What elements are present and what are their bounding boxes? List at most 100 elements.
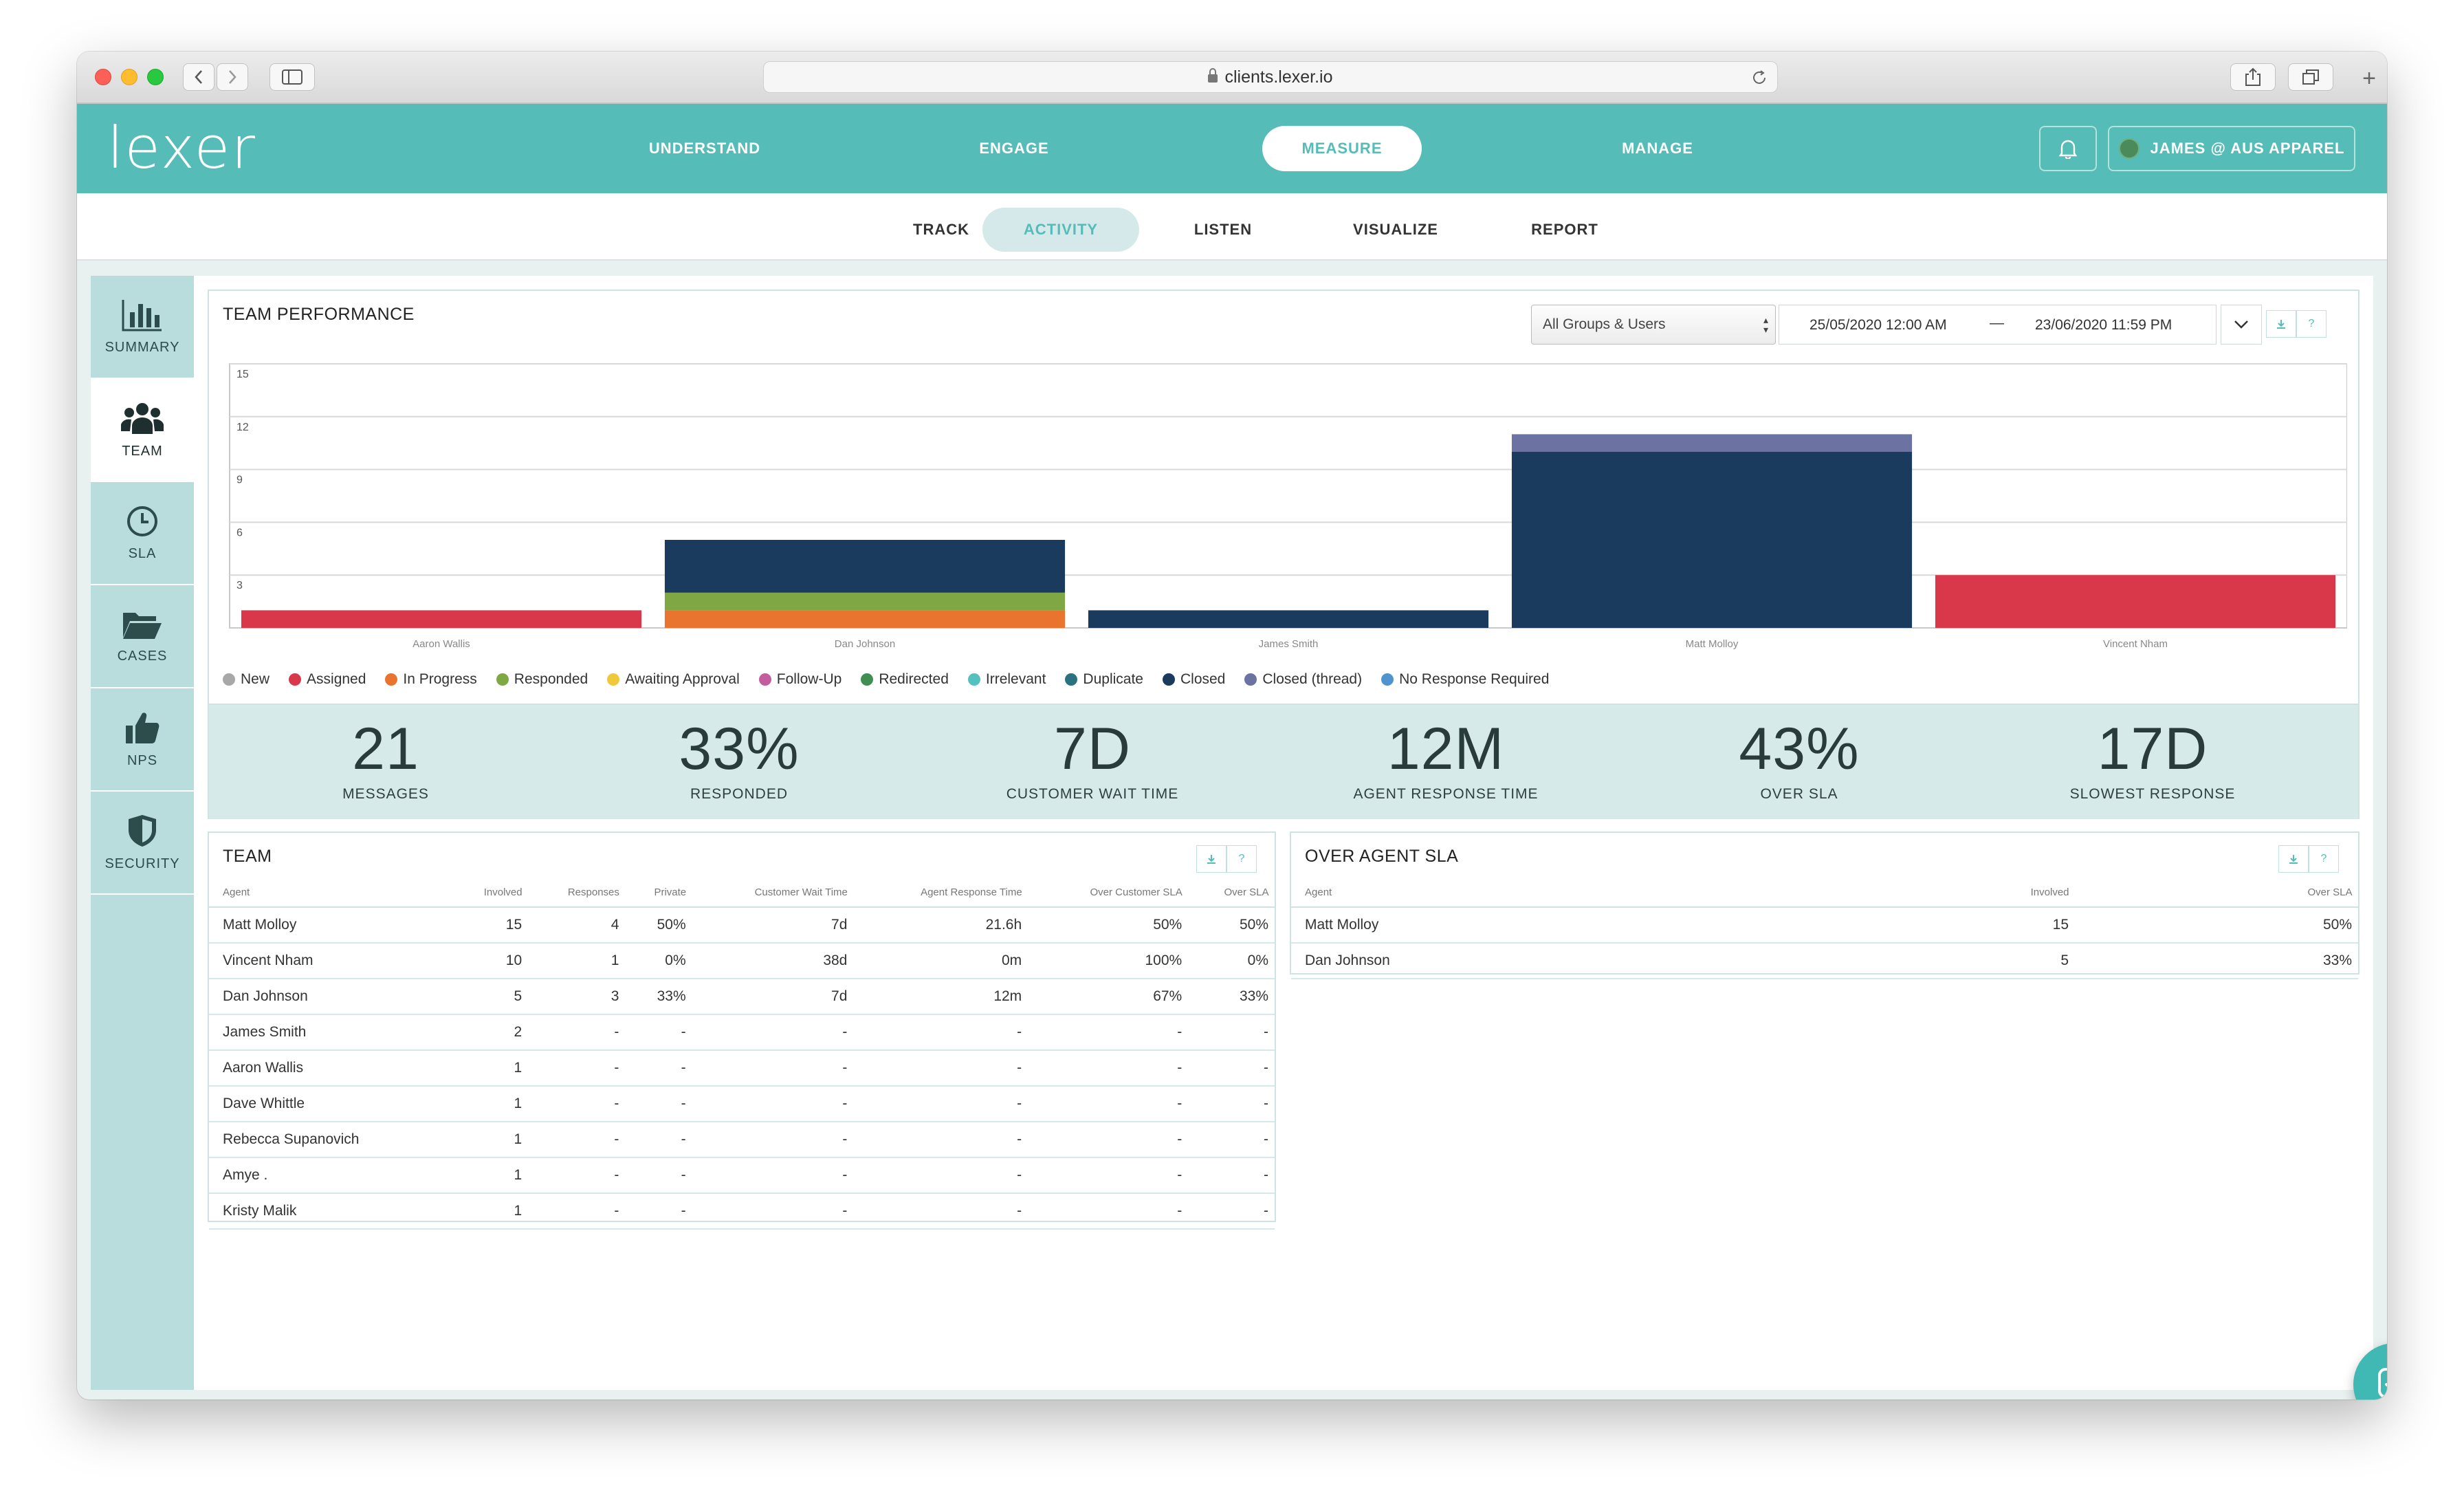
tab-visualize[interactable]: VISUALIZE — [1353, 221, 1438, 238]
table-row[interactable]: Matt Molloy 15 4 50% 7d 21.6h 50% 50% — [209, 907, 1275, 944]
agent-name-cell: Dave Whittle — [209, 1086, 452, 1122]
table-row[interactable]: Aaron Wallis 1- - - - - - — [209, 1050, 1275, 1087]
table-cell: - — [527, 1193, 625, 1230]
table-row[interactable]: Amye .1------ — [209, 1157, 1275, 1194]
table-cell: 50% — [1187, 907, 1275, 944]
close-window-button[interactable] — [95, 69, 111, 85]
legend-item[interactable]: Closed — [1162, 671, 1225, 688]
column-header[interactable]: Agent — [1291, 878, 1824, 908]
column-header[interactable]: Over Customer SLA — [1027, 878, 1188, 908]
download-button[interactable] — [2266, 310, 2296, 338]
agent-name-cell: Vincent Nham — [209, 943, 452, 979]
minimize-window-button[interactable] — [121, 69, 138, 85]
team-performance-panel: TEAM PERFORMANCE All Groups & Users ▴ ▾ 2… — [208, 290, 2360, 819]
column-header[interactable]: Private — [624, 878, 692, 908]
legend-item[interactable]: Awaiting Approval — [607, 671, 740, 688]
legend-swatch — [1381, 673, 1394, 686]
legend-item[interactable]: Irrelevant — [967, 671, 1046, 688]
chart-legend: New Assigned In Progress Responded Awaiting … — [223, 669, 1568, 690]
help-button[interactable]: ? — [2296, 310, 2326, 338]
column-header[interactable]: Over SLA — [2074, 878, 2358, 908]
help-button[interactable]: ? — [2309, 845, 2339, 873]
tabs-overview-button[interactable] — [2288, 63, 2333, 91]
table-header-row: Agent Involved Over SLA — [1291, 878, 2358, 908]
help-button[interactable]: ? — [1226, 845, 1257, 873]
account-menu[interactable]: JAMES @ AUS APPAREL — [2108, 126, 2355, 171]
new-tab-icon[interactable]: + — [2362, 65, 2376, 91]
y-tick-label: 3 — [236, 580, 243, 591]
app-header: lexer UNDERSTAND ENGAGE MEASURE MANAGE J… — [77, 104, 2387, 193]
legend-swatch — [385, 673, 398, 686]
address-bar[interactable]: clients.lexer.io — [763, 61, 1778, 93]
column-header[interactable]: Agent — [209, 878, 452, 908]
browser-titlebar: clients.lexer.io + — [77, 52, 2387, 104]
stat-value: 21 — [352, 716, 419, 782]
date-from[interactable]: 25/05/2020 12:00 AM — [1810, 317, 1947, 333]
sidebar-item-sla[interactable]: SLA — [91, 482, 194, 585]
back-button[interactable] — [183, 63, 214, 91]
column-header[interactable]: Responses — [527, 878, 625, 908]
tab-activity[interactable]: ACTIVITY — [982, 208, 1139, 252]
table-row[interactable]: Dan Johnson 5 3 33% 7d 12m 67% 33% — [209, 979, 1275, 1015]
sidebar-item-label: SECURITY — [104, 856, 180, 871]
share-button[interactable] — [2230, 63, 2276, 91]
table-cell: 1 — [451, 1050, 528, 1087]
table-cell: - — [692, 1050, 853, 1087]
sidebar-item-summary[interactable]: SUMMARY — [91, 276, 194, 379]
column-header[interactable]: Involved — [451, 878, 528, 908]
group-user-select[interactable]: All Groups & Users ▴ ▾ — [1531, 305, 1776, 345]
legend-label: New — [241, 671, 270, 687]
forward-button[interactable] — [217, 63, 248, 91]
nav-engage[interactable]: ENGAGE — [979, 140, 1049, 157]
legend-item[interactable]: Follow-Up — [758, 671, 842, 688]
notifications-button[interactable] — [2039, 126, 2097, 171]
column-header[interactable]: Over SLA — [1187, 878, 1275, 908]
over-agent-sla-panel: OVER AGENT SLA ? Agent Involved Over SLA M… — [1290, 831, 2360, 979]
tab-track[interactable]: TRACK — [913, 221, 969, 238]
download-button[interactable] — [1196, 845, 1226, 873]
legend-item[interactable]: Responded — [496, 671, 588, 688]
legend-item[interactable]: No Response Required — [1381, 671, 1549, 688]
zoom-window-button[interactable] — [147, 69, 164, 85]
stat-customer-wait-time: 7D CUSTOMER WAIT TIME — [916, 716, 1269, 803]
date-range-dropdown[interactable] — [2221, 305, 2262, 345]
legend-item[interactable]: New — [223, 671, 270, 688]
stat-value: 43% — [1739, 716, 1860, 782]
tab-listen[interactable]: LISTEN — [1194, 221, 1253, 238]
date-range-picker[interactable]: 25/05/2020 12:00 AM — 23/06/2020 11:59 P… — [1779, 305, 2216, 345]
table-cell: 1 — [451, 1122, 528, 1158]
lexer-logo[interactable]: lexer — [107, 114, 256, 182]
legend-item[interactable]: Closed (thread) — [1244, 671, 1362, 688]
sidebar-item-nps[interactable]: NPS — [91, 688, 194, 792]
column-header[interactable]: Agent Response Time — [852, 878, 1028, 908]
column-header[interactable]: Involved — [1823, 878, 2075, 908]
table-row[interactable]: Matt Molloy 15 50% — [1291, 907, 2358, 944]
table-row[interactable]: Dave Whittle 1- - - - - - — [209, 1086, 1275, 1122]
bar-segment — [1088, 610, 1489, 628]
reload-icon[interactable] — [1751, 69, 1768, 86]
sidebar-item-team[interactable]: TEAM — [91, 379, 194, 482]
table-row[interactable]: Rebecca Supanovich 1- - - - - - — [209, 1122, 1275, 1158]
download-button[interactable] — [2278, 845, 2309, 873]
nav-measure[interactable]: MEASURE — [1262, 126, 1422, 171]
sidebar-item-security[interactable]: SECURITY — [91, 792, 194, 895]
table-cell: 1 — [451, 1193, 528, 1230]
sidebar-item-cases[interactable]: CASES — [91, 585, 194, 688]
table-cell: - — [527, 1050, 625, 1087]
sidebar-toggle-button[interactable] — [270, 63, 315, 91]
table-cell: 15 — [451, 907, 528, 944]
table-row[interactable]: Kristy Malik 1- - - - - - — [209, 1193, 1275, 1230]
legend-item[interactable]: Assigned — [289, 671, 366, 688]
table-row[interactable]: Dan Johnson 5 33% — [1291, 943, 2358, 979]
nav-understand[interactable]: UNDERSTAND — [648, 140, 761, 157]
table-row[interactable]: James Smith 2- - - - - - — [209, 1014, 1275, 1051]
nav-manage[interactable]: MANAGE — [1622, 140, 1693, 157]
column-header[interactable]: Customer Wait Time — [692, 878, 853, 908]
table-row[interactable]: Vincent Nham 10 1 0% 38d 0m 100% 0% — [209, 943, 1275, 979]
chevron-left-icon — [195, 70, 202, 84]
tab-report[interactable]: REPORT — [1531, 221, 1598, 238]
legend-item[interactable]: Redirected — [861, 671, 949, 688]
date-to[interactable]: 23/06/2020 11:59 PM — [2035, 317, 2172, 333]
legend-item[interactable]: In Progress — [385, 671, 477, 688]
legend-item[interactable]: Duplicate — [1065, 671, 1143, 688]
